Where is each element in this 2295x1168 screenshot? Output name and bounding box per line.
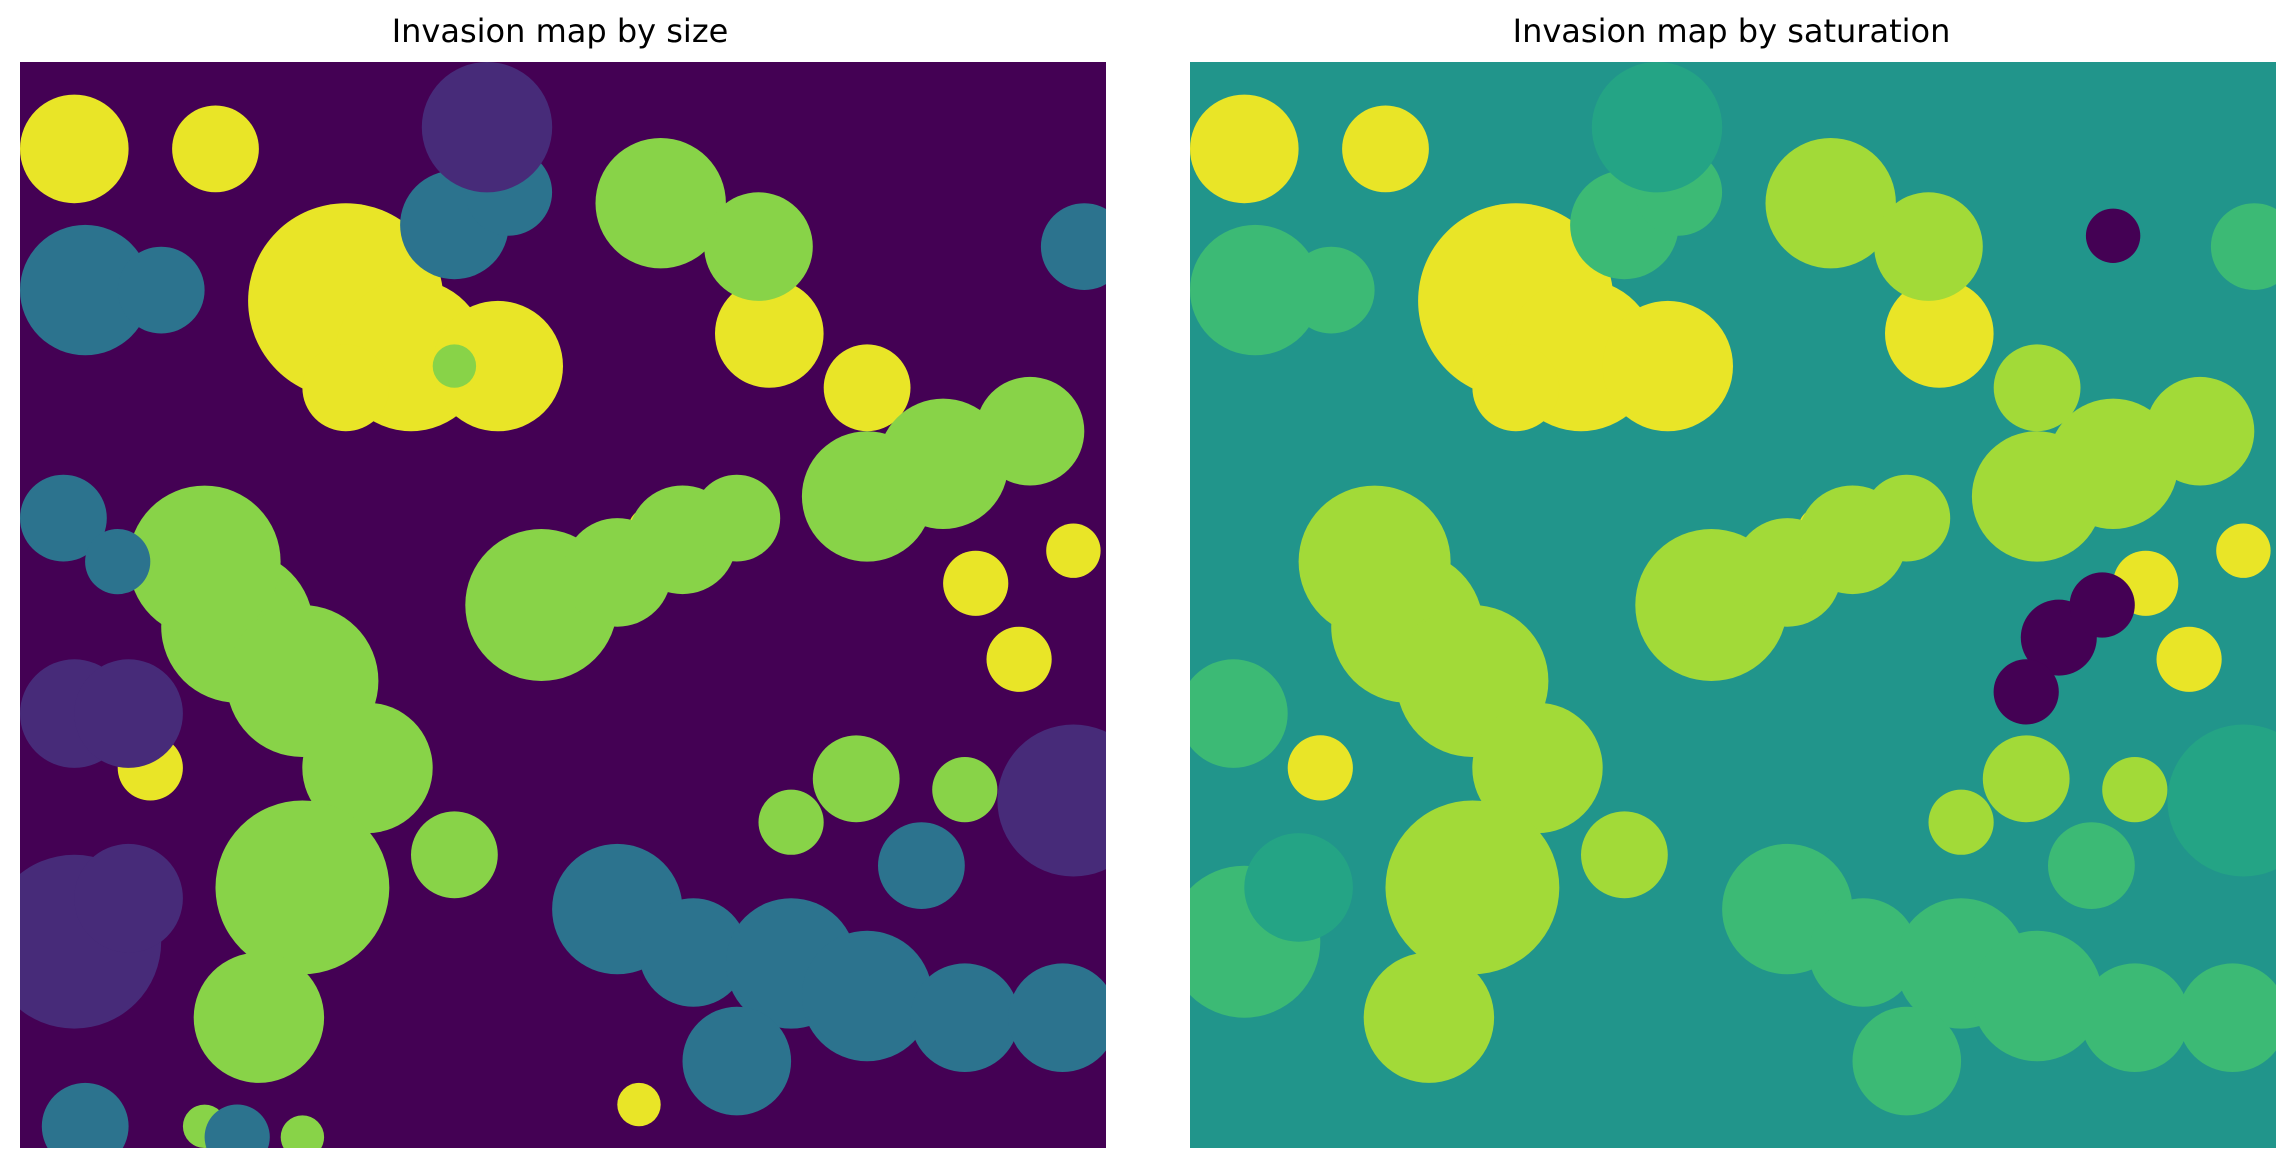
heatmap-cell-blob <box>2216 523 2271 578</box>
heatmap-cell-blob <box>1287 735 1353 801</box>
heatmap-cell-blob <box>1190 659 1288 768</box>
heatmap-cell-blob <box>193 952 325 1083</box>
heatmap-cell-blob <box>1885 279 1994 388</box>
heatmap-cell-blob <box>172 105 259 193</box>
heatmap-cell-blob <box>1982 735 2070 823</box>
heatmap-cell-blob <box>823 344 911 432</box>
heatmap-cell-blob <box>758 789 824 855</box>
heatmap-cell-blob <box>639 898 748 1007</box>
heatmap-cell-blob <box>2167 724 2276 877</box>
heatmap-saturation <box>1190 62 2276 1148</box>
heatmap-cell-blob <box>421 62 553 193</box>
panel-size: Invasion map by size <box>0 0 1120 1168</box>
heatmap-cell-blob <box>1385 800 1560 975</box>
heatmap-region-1 <box>128 138 1085 1148</box>
heatmap-cell-blob <box>2080 963 2190 1072</box>
heatmap-cell-blob <box>432 344 477 388</box>
heatmap-region-3 <box>1244 62 2276 942</box>
heatmap-cell-blob <box>1040 203 1106 290</box>
heatmap-cell-blob <box>2069 572 2135 638</box>
heatmap-cell-blob <box>910 963 1020 1072</box>
heatmap-cell-blob <box>2210 203 2276 290</box>
heatmap-region-0 <box>20 94 1101 1127</box>
heatmap-cell-blob <box>877 398 1009 529</box>
heatmap-cell-blob <box>812 735 900 823</box>
heatmap-cell-blob <box>20 474 107 562</box>
heatmap-cell-blob <box>975 376 1085 486</box>
heatmap-cell-blob <box>715 279 824 388</box>
heatmap-cell-blob <box>85 529 151 595</box>
heatmap-cell-blob <box>617 1082 661 1127</box>
heatmap-cell-blob <box>595 138 726 269</box>
heatmap-cell-blob <box>2102 757 2168 823</box>
heatmap-cell-blob <box>1993 344 2081 432</box>
heatmap-cell-blob <box>1971 930 2103 1062</box>
heatmap-cell-blob <box>1993 659 2059 725</box>
heatmap-region-3 <box>20 62 1106 1029</box>
heatmap-cell-blob <box>1190 224 1321 356</box>
heatmap-cell-blob <box>2047 398 2179 529</box>
heatmap-region-1 <box>1298 138 2255 1083</box>
heatmap-cell-blob <box>1287 246 1375 334</box>
heatmap-cell-blob <box>932 757 998 823</box>
heatmap-cell-blob <box>986 626 1052 692</box>
heatmap-cell-blob <box>117 246 205 334</box>
heatmap-cell-blob <box>128 485 281 638</box>
heatmap-cell-blob <box>302 702 433 834</box>
heatmap-cell-blob <box>1190 94 1299 204</box>
heatmap-cell-blob <box>41 1082 129 1148</box>
heatmap-cell-blob <box>1472 702 1603 834</box>
heatmap-cell-blob <box>1863 474 1951 562</box>
heatmap-cell-blob <box>1591 62 1723 193</box>
heatmap-cell-blob <box>693 474 781 562</box>
panel-saturation: Invasion map by saturation <box>1168 0 2295 1168</box>
heatmap-cell-blob <box>1602 300 1733 432</box>
heatmap-cell-blob <box>1809 898 1918 1007</box>
heatmap-cell-blob <box>1363 952 1495 1083</box>
heatmap-size <box>20 62 1106 1148</box>
heatmap-cell-blob <box>1298 485 1451 638</box>
chart-title-size: Invasion map by size <box>391 12 729 50</box>
heatmap-cell-blob <box>411 811 498 899</box>
chart-title-saturation: Invasion map by saturation <box>1512 12 1951 50</box>
heatmap-cell-blob <box>1581 811 1668 899</box>
heatmap-cell-blob <box>1342 105 1429 193</box>
heatmap-cell-blob <box>1928 789 1994 855</box>
heatmap-region-2 <box>1190 148 2276 1116</box>
heatmap-cell-blob <box>801 930 933 1062</box>
heatmap-cell-blob <box>280 1115 325 1148</box>
heatmap-cell-blob <box>2145 376 2255 486</box>
heatmap-cell-blob <box>74 843 183 953</box>
heatmap-cell-blob <box>1852 1006 1962 1116</box>
heatmap-cell-blob <box>878 822 965 909</box>
heatmap-cell-blob <box>2048 822 2135 909</box>
heatmap-cell-blob <box>2178 963 2276 1072</box>
heatmap-cell-blob <box>204 1104 270 1148</box>
heatmap-cell-blob <box>1765 138 1896 269</box>
heatmap-cell-blob <box>943 550 1009 616</box>
heatmap-region-2 <box>20 148 1106 1148</box>
heatmap-size-svg <box>20 62 1106 1148</box>
heatmap-region-4 <box>1993 208 2141 725</box>
heatmap-cell-blob <box>215 800 390 975</box>
heatmap-cell-blob <box>2085 208 2141 263</box>
heatmap-cell-blob <box>682 1006 792 1116</box>
heatmap-cell-blob <box>20 224 151 356</box>
heatmap-cell-blob <box>997 724 1106 877</box>
heatmap-cell-blob <box>432 300 563 432</box>
heatmap-cell-blob <box>1244 833 1353 942</box>
heatmap-cell-blob <box>704 192 813 301</box>
heatmap-saturation-svg <box>1190 62 2276 1148</box>
heatmap-cell-blob <box>74 659 183 768</box>
heatmap-cell-blob <box>1008 963 1106 1072</box>
heatmap-cell-blob <box>20 94 129 204</box>
heatmap-cell-blob <box>302 344 390 432</box>
heatmap-cell-blob <box>1472 344 1560 432</box>
heatmap-cell-blob <box>2156 626 2222 692</box>
heatmap-cell-blob <box>1046 523 1101 578</box>
heatmap-cell-blob <box>1874 192 1983 301</box>
